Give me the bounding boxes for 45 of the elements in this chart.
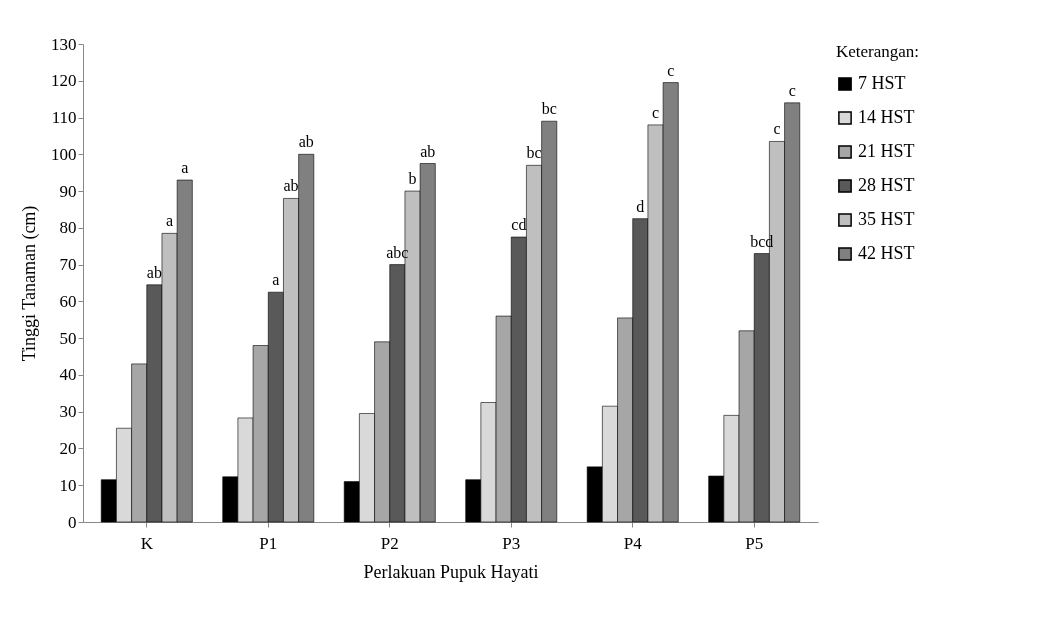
y-tick-label: 30 bbox=[59, 402, 77, 422]
x-tick-label: P3 bbox=[502, 533, 521, 553]
y-tick-label: 90 bbox=[59, 181, 77, 201]
data-label: c bbox=[667, 61, 675, 79]
x-axis-title: Perlakuan Pupuk Hayati bbox=[363, 561, 539, 582]
data-label: ab bbox=[283, 177, 299, 195]
y-tick-label: 80 bbox=[59, 218, 77, 238]
data-label: c bbox=[788, 81, 796, 99]
data-label: a bbox=[166, 212, 174, 230]
data-label: abc bbox=[386, 243, 409, 261]
data-label: c bbox=[773, 120, 781, 138]
y-tick-label: 40 bbox=[59, 365, 77, 385]
x-tick-label: P4 bbox=[623, 533, 643, 553]
y-tick-label: 70 bbox=[59, 255, 77, 275]
legend-title: Keterangan: bbox=[836, 42, 920, 61]
y-tick-label: 60 bbox=[59, 291, 77, 311]
data-label: d bbox=[636, 197, 645, 215]
y-tick-label: 50 bbox=[59, 328, 77, 348]
x-tick-label: K bbox=[140, 533, 154, 553]
legend-label: 14 HST bbox=[858, 107, 915, 127]
data-label: c bbox=[651, 103, 660, 121]
y-tick-label: 0 bbox=[68, 512, 77, 532]
data-label: b bbox=[408, 170, 417, 188]
x-tick-label: P1 bbox=[259, 533, 278, 553]
legend-label: 21 HST bbox=[858, 141, 915, 161]
legend-label: 28 HST bbox=[858, 175, 915, 195]
y-tick-label: 120 bbox=[51, 71, 77, 91]
data-label: ab bbox=[420, 142, 436, 160]
y-tick-label: 10 bbox=[59, 475, 77, 495]
legend-label: 35 HST bbox=[858, 209, 915, 229]
legend-label: 7 HST bbox=[858, 73, 906, 93]
y-tick-label: 110 bbox=[51, 108, 77, 128]
data-label: a bbox=[272, 271, 280, 289]
legend-label: 42 HST bbox=[858, 243, 915, 263]
x-tick-label: P5 bbox=[745, 533, 764, 553]
data-label: ab bbox=[146, 263, 162, 281]
data-label: ab bbox=[298, 133, 314, 151]
data-label: bc bbox=[526, 144, 542, 162]
y-tick-label: 100 bbox=[51, 144, 77, 164]
y-axis-title: Tinggi Tanaman (cm) bbox=[19, 205, 40, 362]
data-label: bc bbox=[541, 100, 557, 118]
x-tick-label: P2 bbox=[380, 533, 399, 553]
y-tick-label: 130 bbox=[51, 34, 77, 54]
y-tick-label: 20 bbox=[59, 438, 77, 458]
data-label: a bbox=[181, 159, 189, 177]
